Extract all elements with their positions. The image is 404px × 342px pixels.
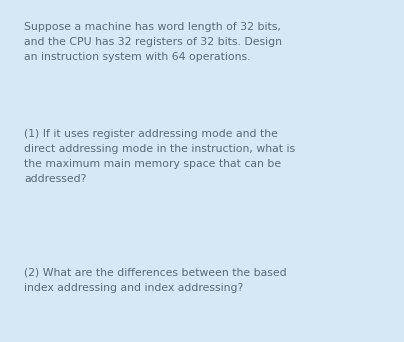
- Text: (2) What are the differences between the based
index addressing and index addres: (2) What are the differences between the…: [24, 268, 287, 293]
- Text: (1) If it uses register addressing mode and the
direct addressing mode in the in: (1) If it uses register addressing mode …: [24, 130, 295, 184]
- Text: Suppose a machine has word length of 32 bits,
and the CPU has 32 registers of 32: Suppose a machine has word length of 32 …: [24, 22, 282, 62]
